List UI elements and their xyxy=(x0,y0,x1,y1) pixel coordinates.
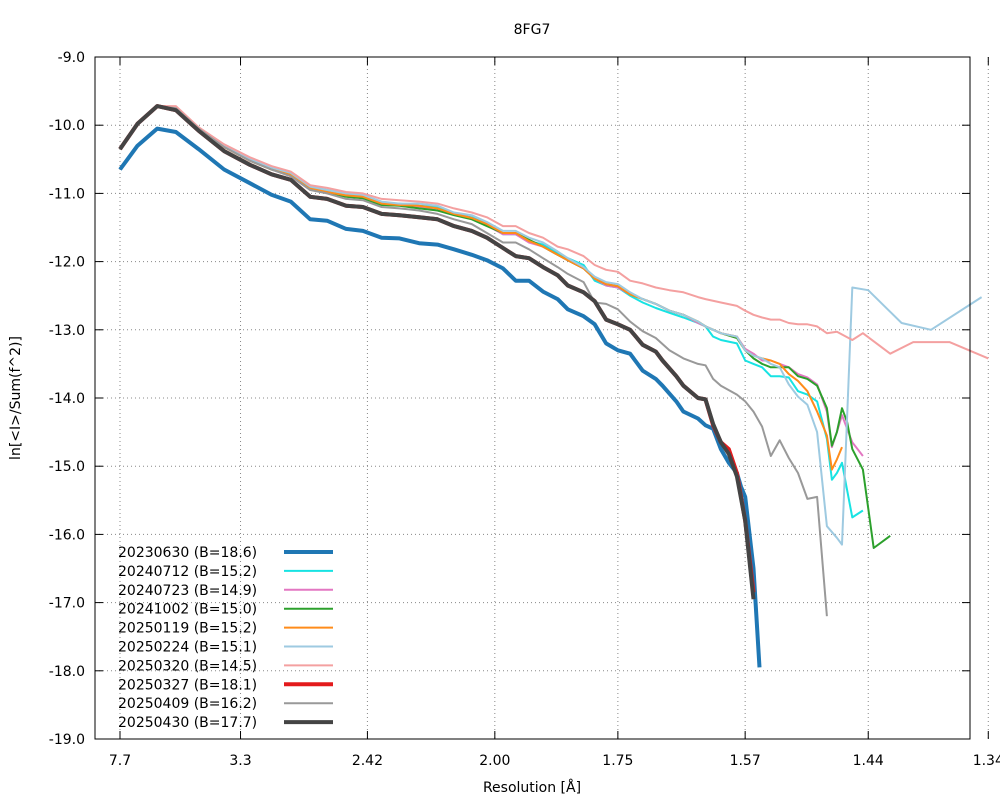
axes: -9.0 -10.0 -11.0 -12.0 -13.0 -14.0 -15.0 -16.0 -… xyxy=(49,50,1000,769)
legend-label: 20250327 (B=18.1) xyxy=(118,677,257,693)
series-line-20250224 xyxy=(119,105,983,546)
legend: 20230630 (B=18.6) 20240712 (B=15.2) 202407… xyxy=(118,545,333,731)
grid xyxy=(95,57,989,739)
y-tick-label: -13.0 xyxy=(49,323,85,339)
y-tick-label: -17.0 xyxy=(49,596,85,612)
y-tick-label: -14.0 xyxy=(49,391,85,407)
y-axis-label: ln[<I>/Sum(f^2)] xyxy=(8,336,24,460)
legend-label: 20250430 (B=17.7) xyxy=(118,715,257,731)
x-tick-label: 7.7 xyxy=(109,753,131,769)
series-line-20250327 xyxy=(118,104,756,593)
y-tick-label: -11.0 xyxy=(49,186,85,202)
x-axis-label: Resolution [Å] xyxy=(483,779,581,796)
y-tick-label: -12.0 xyxy=(49,255,85,271)
x-tick-label: 3.3 xyxy=(229,753,251,769)
y-tick-label: -19.0 xyxy=(49,732,85,748)
x-tick-label: 2.42 xyxy=(352,753,383,769)
plot-frame xyxy=(94,56,971,740)
y-tick-label: -10.0 xyxy=(49,118,85,134)
series-line-20230630 xyxy=(118,126,762,668)
series-line-20241002 xyxy=(119,105,891,549)
y-tick-label: -18.0 xyxy=(49,664,85,680)
legend-label: 20250224 (B=15.1) xyxy=(118,640,257,656)
legend-label: 20240712 (B=15.2) xyxy=(118,564,257,580)
legend-label: 20250409 (B=16.2) xyxy=(118,696,257,712)
series-line-20240723 xyxy=(119,105,864,457)
x-tick-label: 1.44 xyxy=(853,753,884,769)
chart-title: 8FG7 xyxy=(514,22,551,38)
x-tick-label: 1.75 xyxy=(602,753,633,769)
legend-label: 20250119 (B=15.2) xyxy=(118,621,257,637)
x-tick-label: 1.57 xyxy=(730,753,761,769)
legend-label: 20250320 (B=14.5) xyxy=(118,658,257,674)
series-line-20240712 xyxy=(119,105,864,519)
legend-label: 20240723 (B=14.9) xyxy=(118,583,257,599)
series-line-20250320 xyxy=(119,105,989,360)
series-lines xyxy=(118,104,989,668)
legend-label: 20230630 (B=18.6) xyxy=(118,545,257,561)
y-tick-label: -16.0 xyxy=(49,527,85,543)
series-line-20250119 xyxy=(119,105,843,471)
legend-label: 20241002 (B=15.0) xyxy=(118,602,257,618)
x-tick-label: 1.34 xyxy=(973,753,1000,769)
series-line-20250430 xyxy=(118,104,756,600)
series-line-20250409 xyxy=(119,105,828,617)
y-tick-label: -9.0 xyxy=(58,50,85,66)
y-tick-label: -15.0 xyxy=(49,459,85,475)
x-tick-label: 2.00 xyxy=(479,753,510,769)
